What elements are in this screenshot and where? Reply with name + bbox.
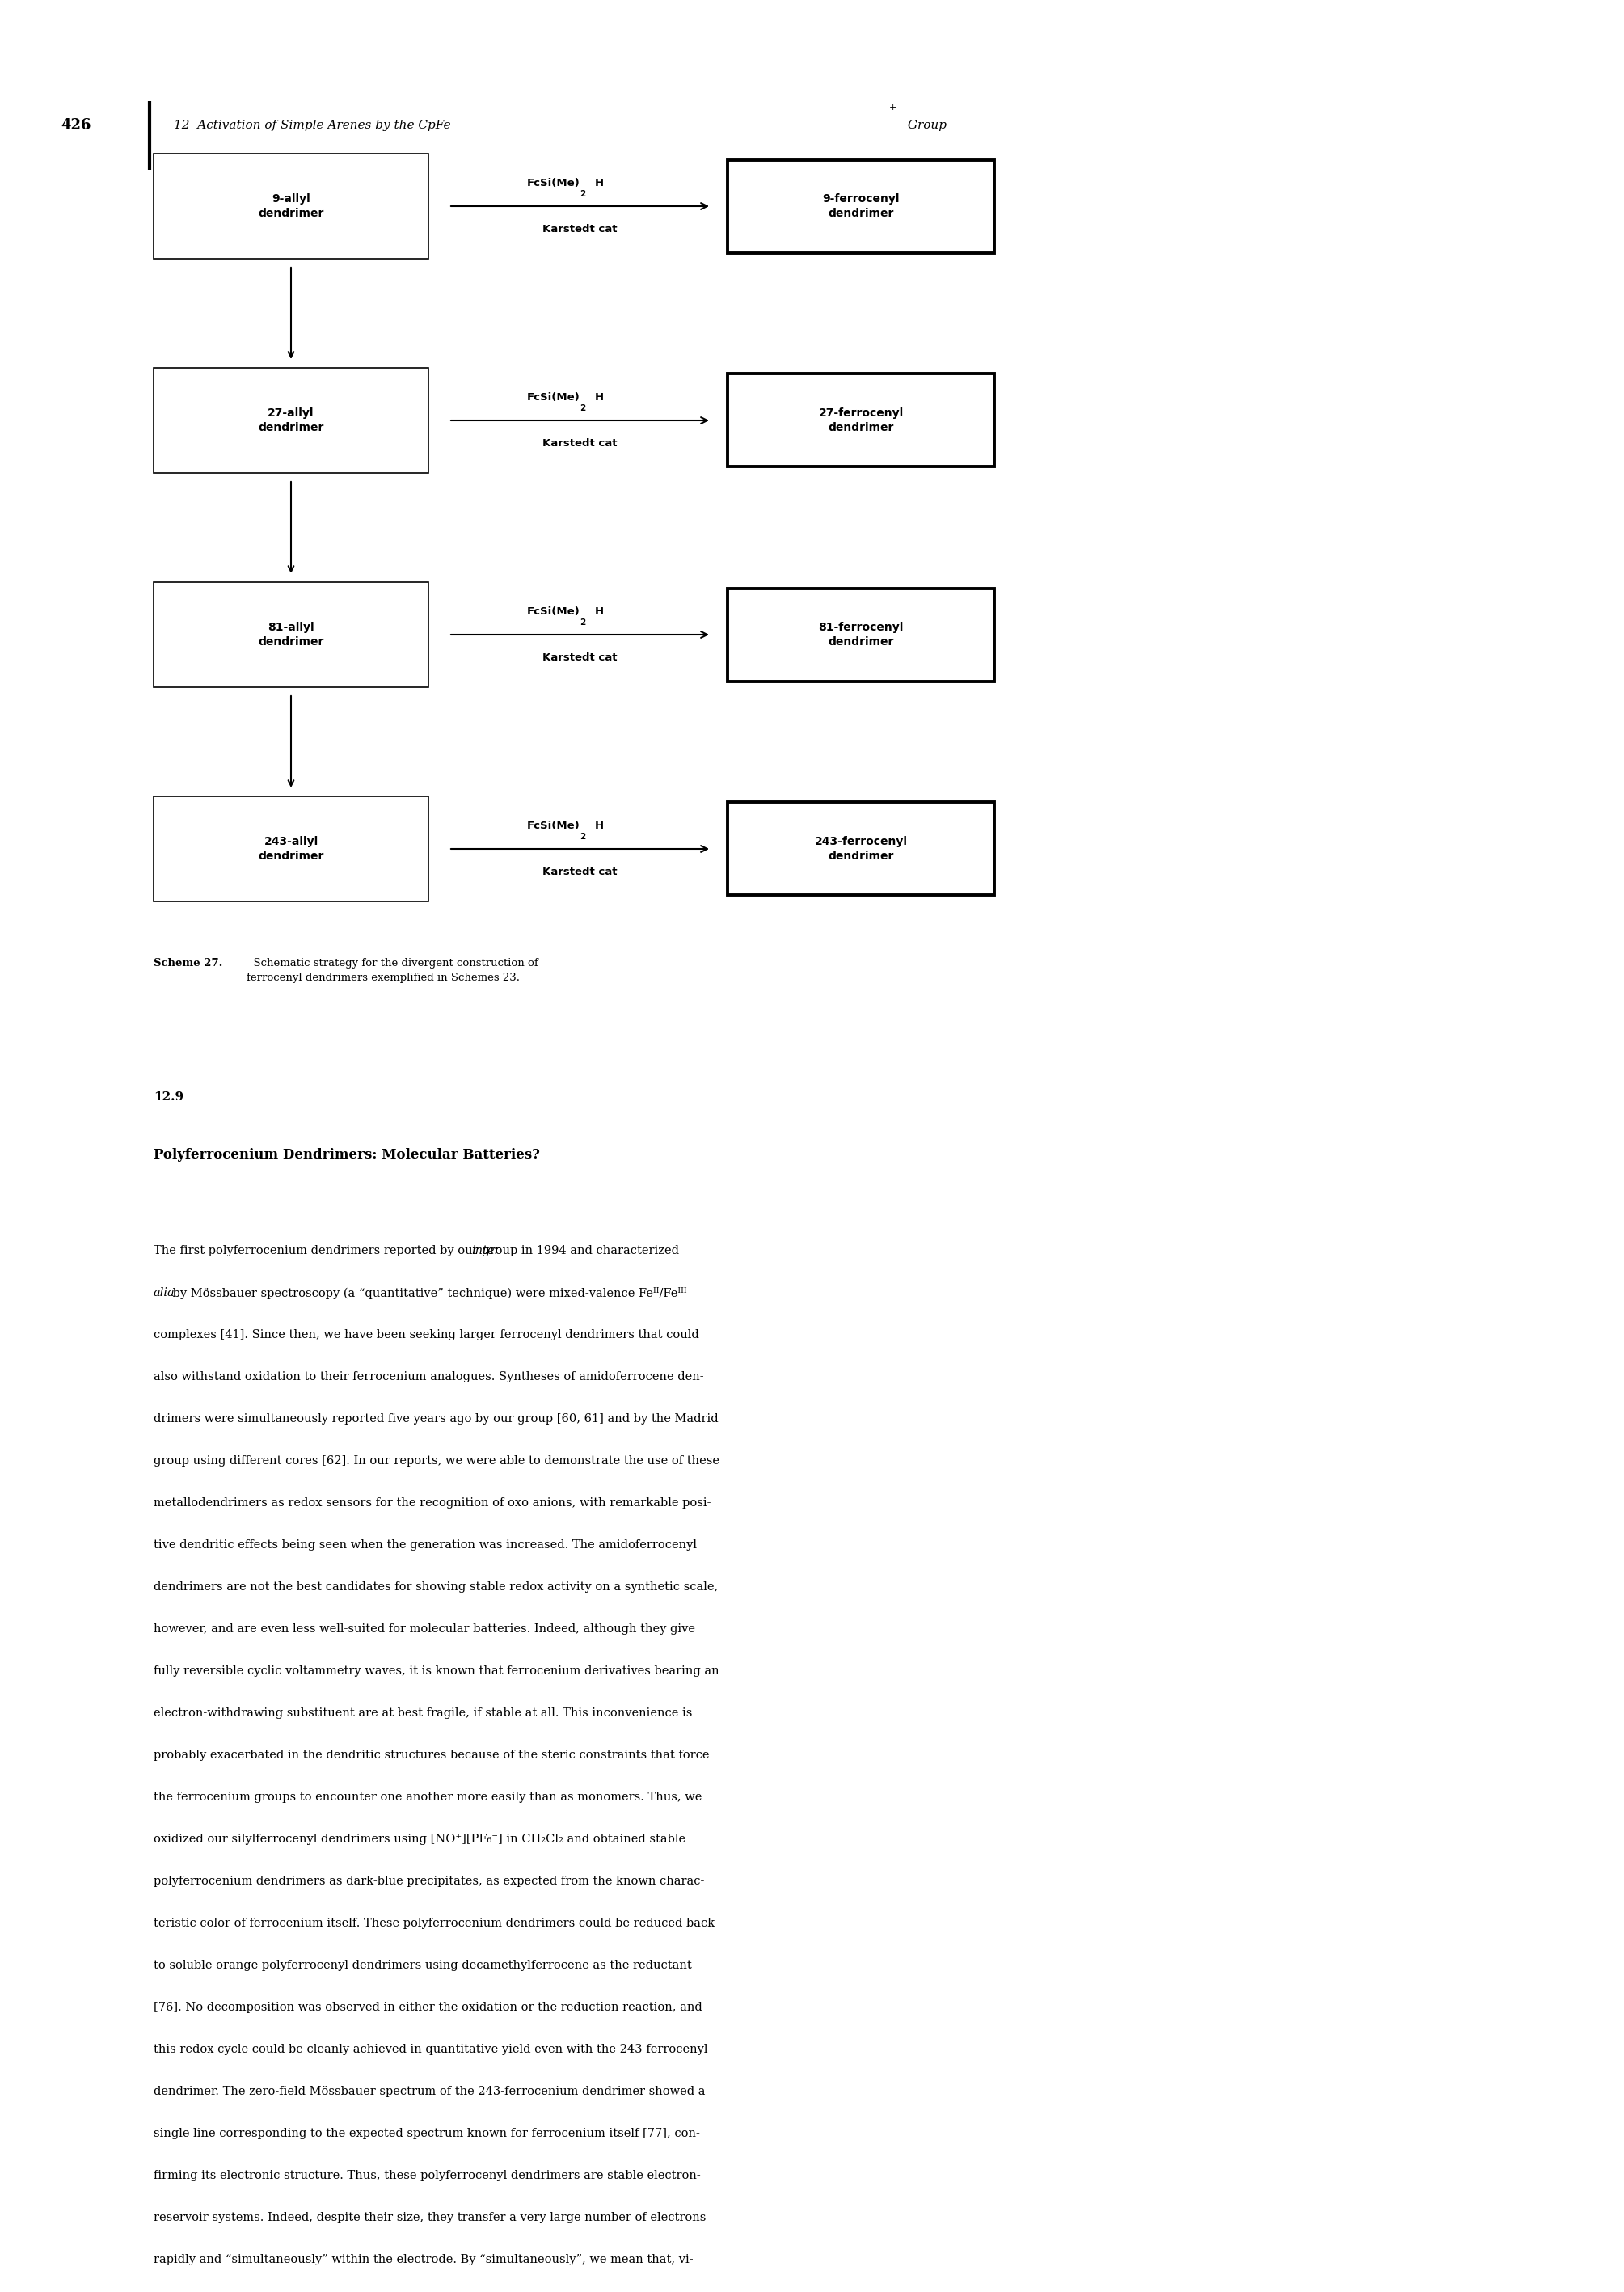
Text: single line corresponding to the expected spectrum known for ferrocenium itself : single line corresponding to the expecte… (154, 2127, 700, 2138)
Text: dendrimer. The zero-field Mössbauer spectrum of the 243-ferrocenium dendrimer sh: dendrimer. The zero-field Mössbauer spec… (154, 2086, 705, 2097)
Text: group using different cores [62]. In our reports, we were able to demonstrate th: group using different cores [62]. In our… (154, 1455, 719, 1467)
Text: Group: Group (903, 119, 947, 131)
Text: oxidized our silylferrocenyl dendrimers using [NO⁺][PF₆⁻] in CH₂Cl₂ and obtained: oxidized our silylferrocenyl dendrimers … (154, 1834, 685, 1845)
Text: 12.9: 12.9 (154, 1091, 184, 1102)
Text: FcSi(Me): FcSi(Me) (526, 392, 580, 403)
Text: 27-allyl
dendrimer: 27-allyl dendrimer (258, 408, 323, 433)
Text: Karstedt cat: Karstedt cat (542, 225, 617, 234)
Text: Karstedt cat: Karstedt cat (542, 438, 617, 449)
Text: 2: 2 (580, 832, 586, 841)
Text: 12  Activation of Simple Arenes by the CpFe: 12 Activation of Simple Arenes by the Cp… (174, 119, 451, 131)
Text: however, and are even less well-suited for molecular batteries. Indeed, although: however, and are even less well-suited f… (154, 1623, 695, 1634)
Bar (154, 795, 429, 901)
Text: 426: 426 (60, 117, 91, 133)
Bar (154, 367, 429, 472)
Text: H: H (594, 821, 604, 832)
Bar (728, 589, 994, 681)
Text: polyferrocenium dendrimers as dark-blue precipitates, as expected from the known: polyferrocenium dendrimers as dark-blue … (154, 1875, 705, 1886)
Bar (728, 374, 994, 468)
Text: FcSi(Me): FcSi(Me) (526, 821, 580, 832)
Text: Karstedt cat: Karstedt cat (542, 866, 617, 878)
Text: 2: 2 (580, 619, 586, 626)
Text: by Mössbauer spectroscopy (a “quantitative” technique) were mixed-valence Feᴵᴵ/F: by Mössbauer spectroscopy (a “quantitati… (169, 1288, 687, 1300)
Bar (154, 154, 429, 259)
Text: Karstedt cat: Karstedt cat (542, 653, 617, 662)
Text: the ferrocenium groups to encounter one another more easily than as monomers. Th: the ferrocenium groups to encounter one … (154, 1792, 702, 1804)
Text: FcSi(Me): FcSi(Me) (526, 179, 580, 188)
Text: also withstand oxidation to their ferrocenium analogues. Syntheses of amidoferro: also withstand oxidation to their ferroc… (154, 1371, 703, 1382)
Text: 81-ferrocenyl
dendrimer: 81-ferrocenyl dendrimer (818, 621, 903, 649)
Text: complexes [41]. Since then, we have been seeking larger ferrocenyl dendrimers th: complexes [41]. Since then, we have been… (154, 1329, 698, 1341)
Text: 2: 2 (580, 190, 586, 197)
Text: reservoir systems. Indeed, despite their size, they transfer a very large number: reservoir systems. Indeed, despite their… (154, 2212, 706, 2223)
Text: alia: alia (154, 1288, 175, 1297)
Text: [76]. No decomposition was observed in either the oxidation or the reduction rea: [76]. No decomposition was observed in e… (154, 2001, 702, 2012)
Text: metallodendrimers as redox sensors for the recognition of oxo anions, with remar: metallodendrimers as redox sensors for t… (154, 1497, 711, 1508)
Bar (154, 582, 429, 688)
Text: firming its electronic structure. Thus, these polyferrocenyl dendrimers are stab: firming its electronic structure. Thus, … (154, 2171, 700, 2182)
Text: 9-allyl
dendrimer: 9-allyl dendrimer (258, 193, 323, 220)
Text: 243-allyl
dendrimer: 243-allyl dendrimer (258, 837, 323, 862)
Text: dendrimers are not the best candidates for showing stable redox activity on a sy: dendrimers are not the best candidates f… (154, 1581, 718, 1593)
Text: 81-allyl
dendrimer: 81-allyl dendrimer (258, 621, 323, 649)
Text: 243-ferrocenyl
dendrimer: 243-ferrocenyl dendrimer (814, 837, 908, 862)
Text: probably exacerbated in the dendritic structures because of the steric constrain: probably exacerbated in the dendritic st… (154, 1749, 710, 1760)
Text: tive dendritic effects being seen when the generation was increased. The amidofe: tive dendritic effects being seen when t… (154, 1540, 697, 1552)
Text: H: H (594, 607, 604, 617)
Text: electron-withdrawing substituent are at best fragile, if stable at all. This inc: electron-withdrawing substituent are at … (154, 1708, 692, 1719)
Text: FcSi(Me): FcSi(Me) (526, 607, 580, 617)
Text: drimers were simultaneously reported five years ago by our group [60, 61] and by: drimers were simultaneously reported fiv… (154, 1414, 718, 1426)
Text: 9-ferrocenyl
dendrimer: 9-ferrocenyl dendrimer (822, 193, 900, 220)
Bar (728, 802, 994, 896)
Text: to soluble orange polyferrocenyl dendrimers using decamethylferrocene as the red: to soluble orange polyferrocenyl dendrim… (154, 1960, 692, 1971)
Text: Scheme 27.: Scheme 27. (154, 958, 222, 970)
Text: rapidly and “simultaneously” within the electrode. By “simultaneously”, we mean : rapidly and “simultaneously” within the … (154, 2253, 693, 2264)
Text: this redox cycle could be cleanly achieved in quantitative yield even with the 2: this redox cycle could be cleanly achiev… (154, 2044, 708, 2056)
Text: H: H (594, 179, 604, 188)
Text: Polyferrocenium Dendrimers: Molecular Batteries?: Polyferrocenium Dendrimers: Molecular Ba… (154, 1148, 539, 1162)
Text: H: H (594, 392, 604, 403)
Text: 27-ferrocenyl
dendrimer: 27-ferrocenyl dendrimer (818, 408, 903, 433)
Text: +: + (890, 103, 896, 112)
Text: Schematic strategy for the divergent construction of
ferrocenyl dendrimers exemp: Schematic strategy for the divergent con… (247, 958, 538, 983)
Text: inter: inter (471, 1245, 500, 1256)
Text: 2: 2 (580, 403, 586, 413)
Text: fully reversible cyclic voltammetry waves, it is known that ferrocenium derivati: fully reversible cyclic voltammetry wave… (154, 1666, 719, 1678)
Bar (728, 160, 994, 252)
Text: teristic color of ferrocenium itself. These polyferrocenium dendrimers could be : teristic color of ferrocenium itself. Th… (154, 1918, 715, 1930)
Text: The first polyferrocenium dendrimers reported by our group in 1994 and character: The first polyferrocenium dendrimers rep… (154, 1245, 682, 1256)
